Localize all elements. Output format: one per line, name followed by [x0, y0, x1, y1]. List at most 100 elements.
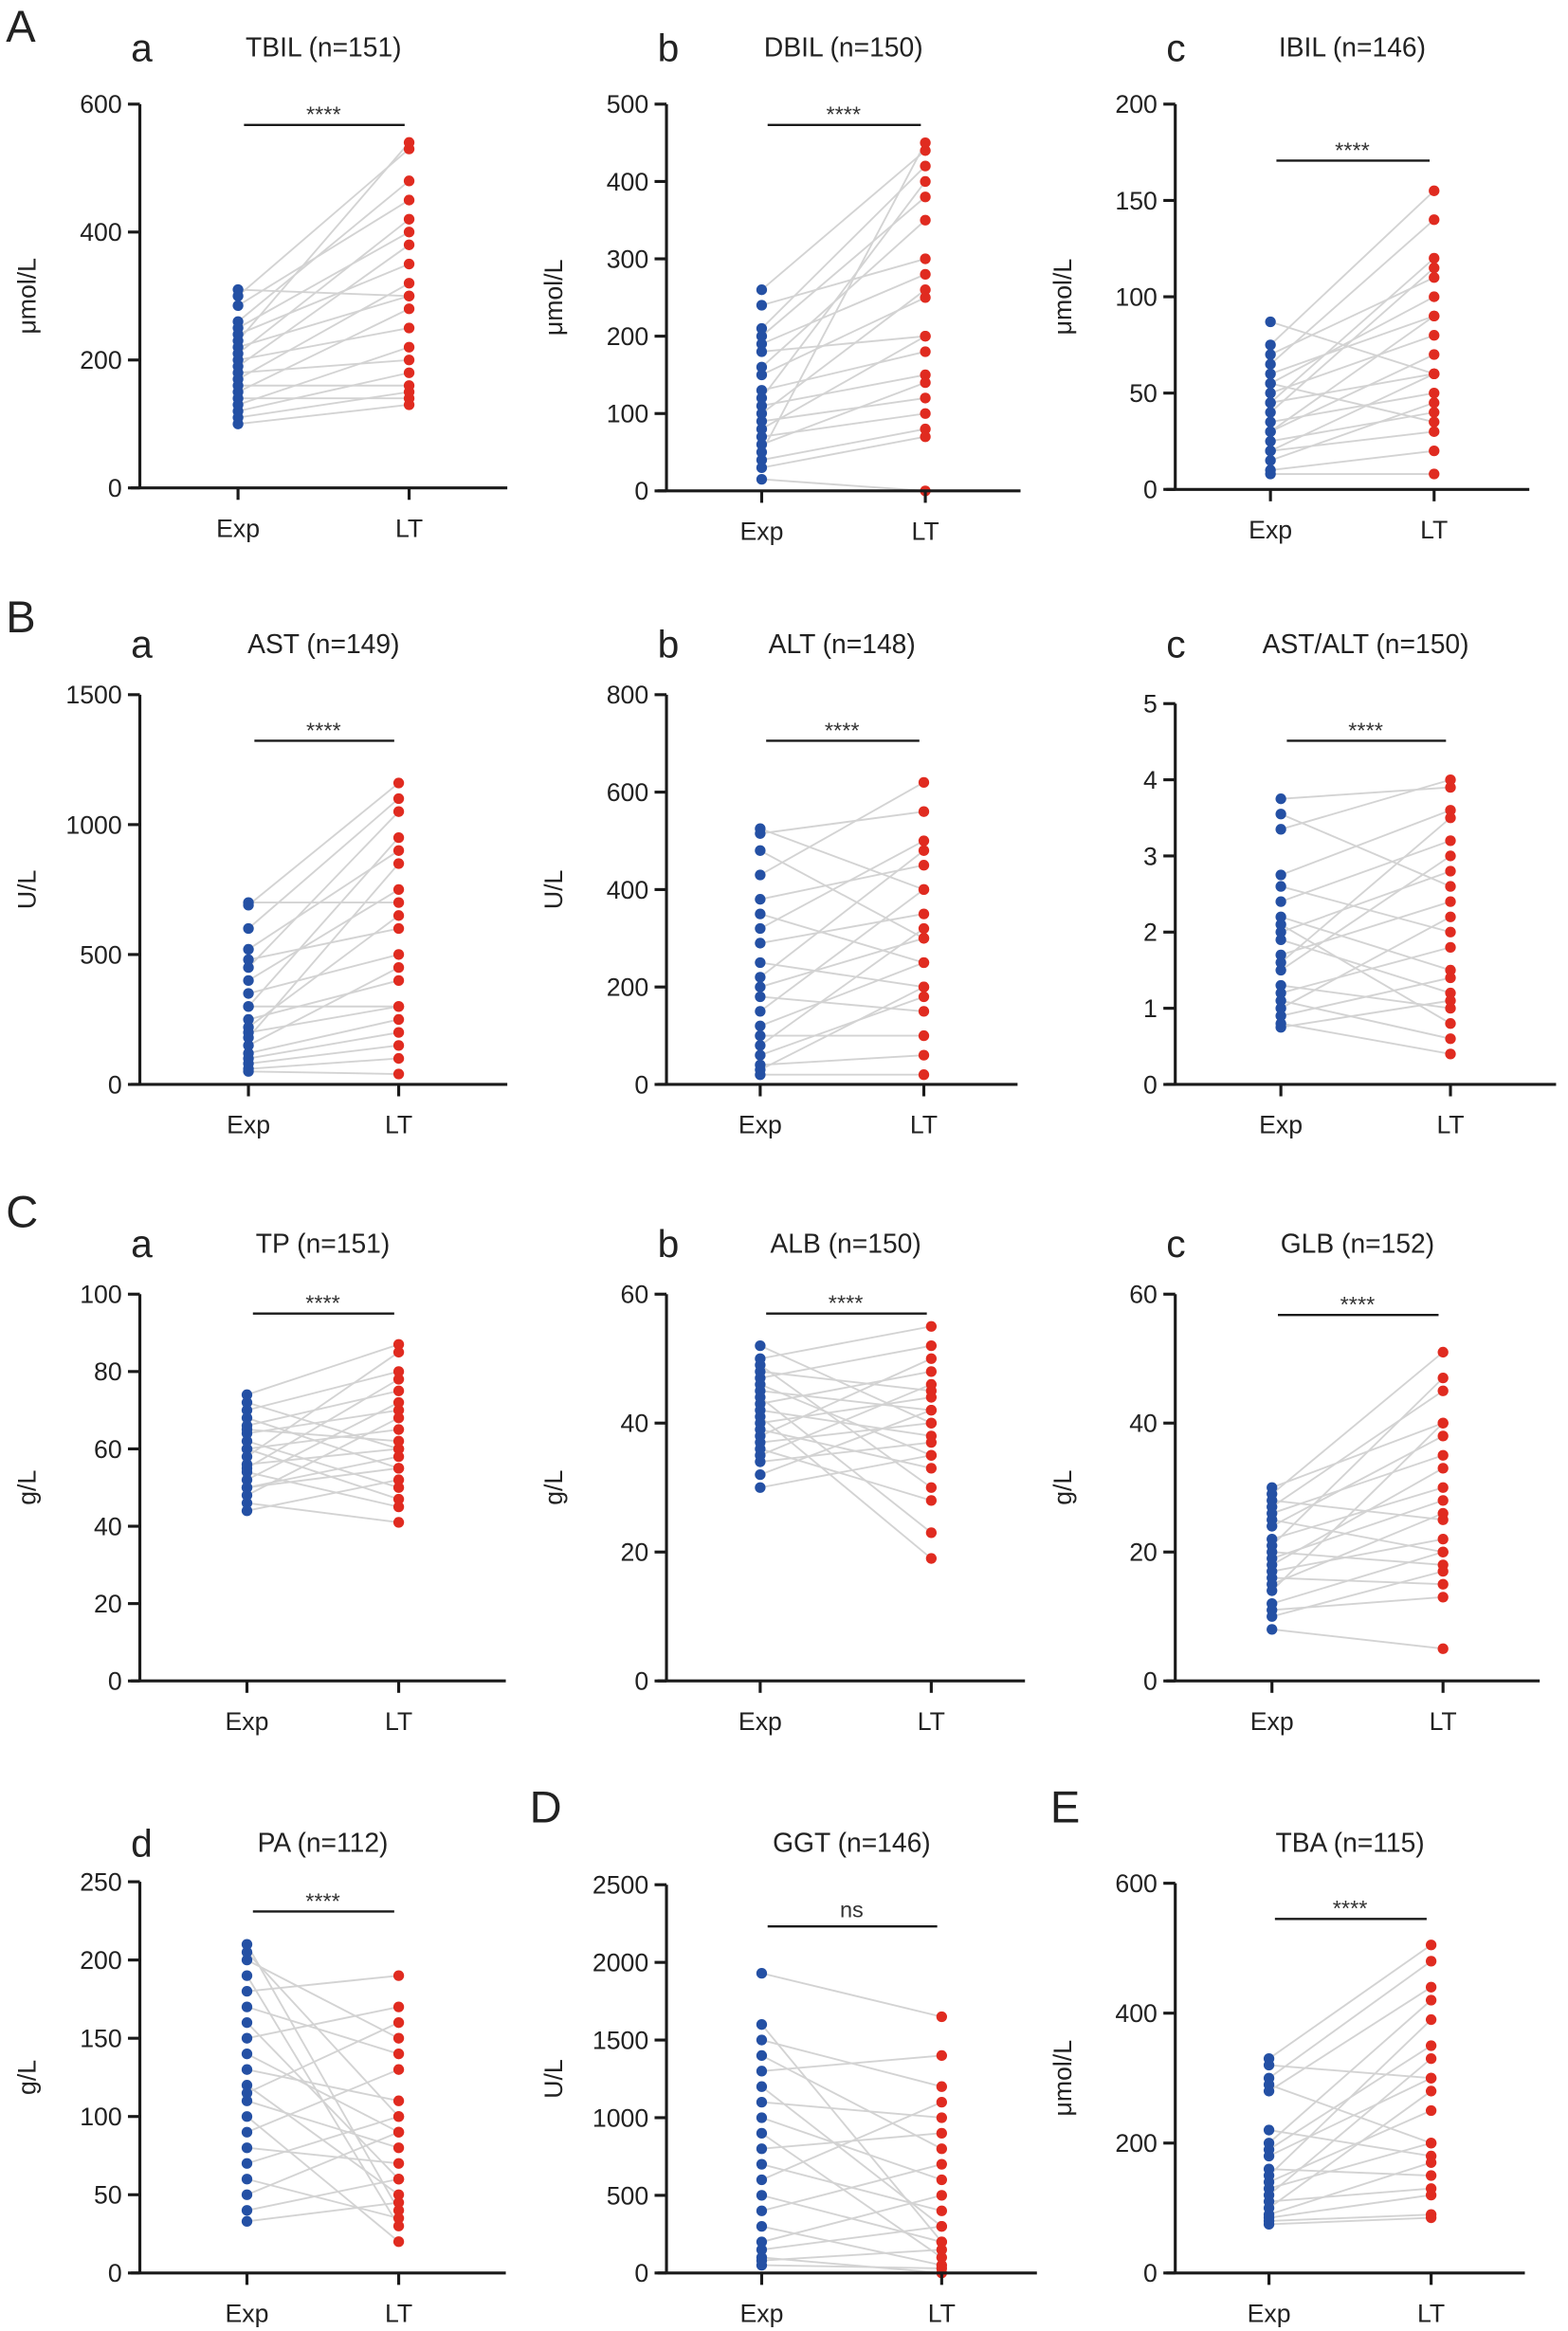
y-axis-label: U/L — [539, 870, 568, 909]
pair-line — [759, 781, 924, 876]
exp-point — [243, 988, 254, 999]
lt-point — [920, 346, 931, 357]
exp-point — [756, 423, 768, 435]
lt-point — [392, 910, 405, 921]
exp-point — [241, 1489, 253, 1502]
lt-point — [1437, 1495, 1449, 1506]
pair-line — [1268, 1943, 1432, 2060]
pair-line — [760, 150, 926, 291]
exp-point — [1265, 339, 1276, 351]
y-tick-label: 600 — [607, 778, 648, 807]
exp-point — [1275, 979, 1286, 992]
exp-point — [1275, 964, 1286, 976]
pair-line — [760, 288, 926, 414]
y-axis-label: g/L — [13, 1470, 42, 1505]
y-axis-label: μmol/L — [13, 258, 42, 335]
exp-point — [755, 938, 766, 949]
lt-point — [925, 1392, 938, 1403]
lt-point — [392, 949, 405, 960]
pair-line — [1268, 2141, 1431, 2190]
lt-point — [1437, 1565, 1449, 1577]
lt-point — [918, 1029, 930, 1042]
y-tick-label: 0 — [108, 1070, 122, 1099]
exp-point — [756, 408, 768, 419]
x-tick-label: Exp — [216, 514, 260, 542]
exp-point — [1263, 2218, 1275, 2231]
lt-point — [920, 253, 931, 264]
lt-point — [925, 1482, 938, 1493]
panel-title: GLB (n=152) — [1281, 1228, 1434, 1258]
pair-line — [1280, 976, 1451, 1017]
exp-point — [243, 974, 254, 986]
lt-point — [392, 2236, 405, 2248]
exp-point — [232, 418, 244, 429]
lt-point — [936, 2190, 947, 2201]
pair-line — [759, 1370, 932, 1393]
pair-line — [760, 2085, 942, 2228]
exp-point — [1265, 388, 1276, 399]
pair-line — [759, 986, 924, 1071]
pair-line — [1280, 839, 1451, 903]
pair-line — [1267, 2018, 1432, 2176]
y-tick-label: 20 — [94, 1590, 122, 1618]
lt-point — [1445, 835, 1456, 847]
x-tick-label: Exp — [227, 1111, 270, 1139]
pair-line — [1271, 1467, 1444, 1566]
y-tick-label: 0 — [108, 2259, 122, 2287]
pair-line — [1280, 999, 1451, 1029]
pair-line — [759, 1448, 932, 1502]
pair-line — [246, 1471, 399, 1508]
lt-point — [1437, 1430, 1449, 1442]
exp-point — [756, 2112, 768, 2123]
pair-line — [1269, 373, 1434, 404]
lt-point — [936, 2011, 947, 2023]
lt-point — [392, 1404, 405, 1416]
lt-point — [918, 835, 930, 847]
lt-point — [392, 1517, 405, 1528]
pair-line — [1268, 1960, 1432, 2079]
lt-point — [918, 845, 930, 856]
pair-line — [1280, 916, 1451, 1010]
lt-point — [936, 2221, 947, 2232]
exp-point — [1265, 468, 1276, 480]
pair-line — [761, 2101, 942, 2181]
x-tick-label: LT — [385, 2300, 412, 2328]
pair-line — [1271, 1595, 1444, 1612]
exp-point — [241, 2205, 253, 2216]
pair-line — [247, 1018, 399, 1055]
lt-point — [1445, 774, 1456, 786]
lt-point — [1425, 1956, 1437, 1967]
x-tick-label: Exp — [226, 2300, 269, 2328]
lt-point — [918, 883, 930, 896]
lt-point — [1429, 349, 1440, 360]
y-tick-label: 1000 — [593, 2103, 648, 2132]
pair-line — [247, 1044, 399, 1065]
pair-line — [761, 2054, 942, 2072]
exp-point — [241, 2017, 253, 2029]
y-tick-label: 40 — [621, 1410, 649, 1438]
pair-line — [248, 1057, 399, 1070]
exp-point — [241, 1985, 253, 1997]
exp-point — [1265, 416, 1276, 428]
exp-point — [241, 1474, 253, 1485]
pair-line — [1280, 809, 1451, 876]
lt-point — [1445, 805, 1456, 816]
exp-point — [755, 972, 766, 983]
lt-point — [1445, 896, 1456, 907]
pair-line — [237, 404, 410, 426]
lt-point — [918, 806, 930, 817]
y-tick-label: 250 — [80, 1868, 121, 1897]
lt-point — [1425, 2040, 1437, 2051]
pair-line — [1271, 1576, 1444, 1586]
y-tick-label: 0 — [1143, 476, 1158, 504]
pair-line — [246, 2100, 399, 2149]
lt-point — [1445, 1048, 1456, 1060]
exp-point — [755, 981, 766, 992]
lt-point — [403, 399, 415, 410]
pair-line — [759, 1344, 932, 1379]
y-tick-label: 1500 — [593, 2026, 648, 2054]
pair-line — [1271, 1570, 1444, 1618]
pair-line — [761, 435, 926, 469]
pair-line — [760, 2024, 943, 2243]
panel-alb: b ALB (n=150) 0 20 40 60 Exp LT g/L **** — [539, 1222, 1026, 1736]
